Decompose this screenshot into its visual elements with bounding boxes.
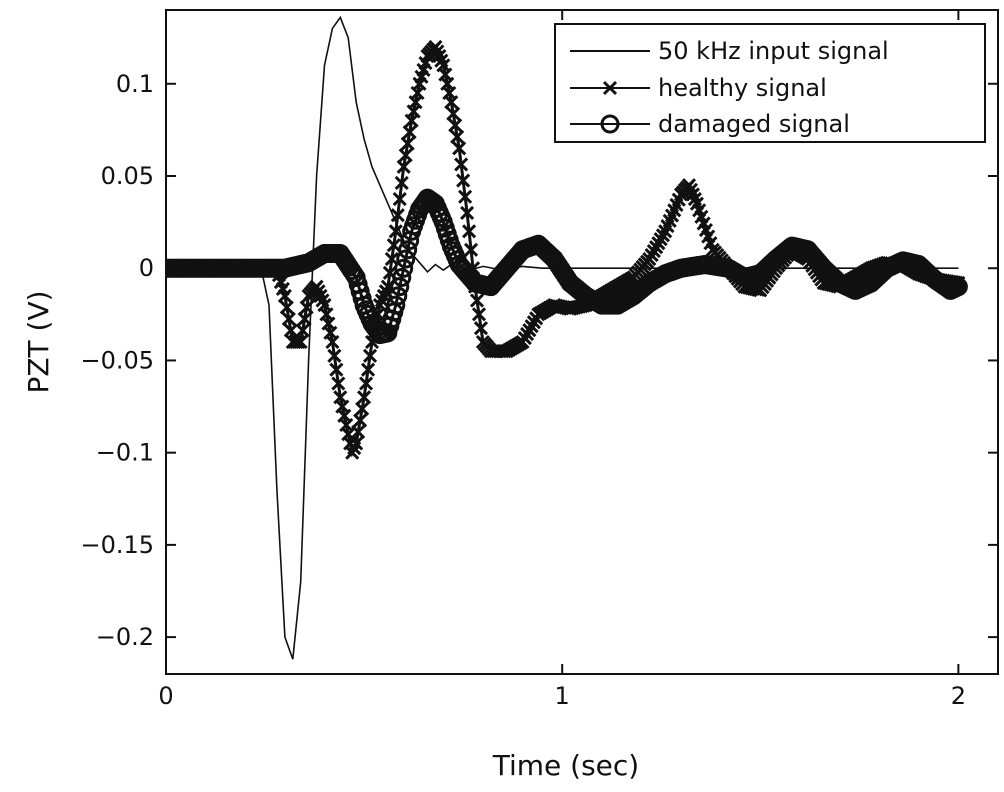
- series-marker: [390, 277, 410, 297]
- legend-marker: [602, 80, 618, 96]
- series-marker: [458, 189, 473, 204]
- y-tick-label: −0.1: [96, 439, 154, 467]
- series-marker: [460, 205, 475, 220]
- y-tick-label: −0.15: [80, 531, 154, 559]
- legend-label: healthy signal: [658, 74, 827, 102]
- series-marker: [948, 277, 968, 297]
- series-marker: [390, 208, 405, 223]
- series-marker: [462, 224, 477, 239]
- series-marker: [353, 413, 368, 428]
- series-marker: [469, 293, 485, 308]
- y-axis-label: PZT (V): [22, 290, 55, 393]
- series-marker: [473, 321, 489, 336]
- x-axis-label: Time (sec): [492, 749, 639, 782]
- series-marker: [392, 267, 412, 287]
- y-tick-label: 0: [139, 254, 154, 282]
- series-marker: [388, 224, 403, 239]
- legend-box: [554, 23, 986, 143]
- series-marker: [277, 288, 292, 303]
- y-tick-label: −0.05: [80, 346, 154, 374]
- series-marker: [444, 95, 459, 110]
- series-marker: [299, 300, 314, 315]
- series-marker: [279, 300, 294, 315]
- series-marker: [464, 242, 479, 257]
- x-tick-label: 2: [951, 682, 966, 710]
- series-marker: [388, 286, 408, 306]
- legend-marker: [600, 114, 620, 134]
- series-marker: [400, 136, 415, 151]
- series-marker: [386, 295, 406, 315]
- series-marker: [325, 334, 340, 350]
- series-marker: [331, 376, 346, 391]
- series-marker: [293, 334, 308, 350]
- series-marker: [349, 436, 364, 451]
- series-marker: [402, 125, 417, 140]
- x-axis: 0 1 2: [158, 10, 966, 710]
- legend-label: damaged signal: [658, 110, 850, 138]
- series-marker: [386, 238, 401, 253]
- y-tick-label: −0.2: [96, 623, 154, 651]
- x-tick-label: 0: [158, 682, 173, 710]
- series-marker: [396, 159, 411, 174]
- series-marker: [448, 118, 463, 133]
- series-marker: [398, 148, 413, 163]
- series-marker: [283, 323, 298, 338]
- legend-item: damaged signal: [570, 110, 850, 138]
- y-axis: 0.1 0.05 0 −0.05 −0.1 −0.15 −0.2: [80, 70, 998, 651]
- series-marker: [351, 424, 366, 439]
- y-tick-label: 0.1: [116, 70, 154, 98]
- legend-label: 50 kHz input signal: [658, 37, 889, 65]
- series-marker: [360, 362, 376, 377]
- legend-item: healthy signal: [570, 74, 827, 102]
- series-marker: [394, 175, 409, 190]
- plot-area-frame: [165, 9, 999, 675]
- series-marker: [450, 129, 465, 144]
- series-marker: [355, 401, 370, 416]
- series-marker: [446, 106, 461, 121]
- series-marker: [357, 390, 372, 405]
- legend: 50 kHz input signal healthy signal damaged…: [554, 23, 986, 143]
- series-3: [166, 188, 968, 345]
- x-tick-label: 1: [555, 682, 570, 710]
- y-tick-label: 0.05: [101, 162, 154, 190]
- series-marker: [327, 348, 342, 363]
- series-marker: [362, 348, 378, 363]
- series-marker: [471, 307, 487, 322]
- series-marker: [394, 258, 414, 278]
- series-marker: [359, 376, 374, 391]
- series-layer: [166, 15, 968, 660]
- series-marker: [295, 323, 310, 338]
- series-marker: [297, 311, 312, 327]
- series-marker: [398, 240, 418, 260]
- series-marker: [454, 157, 469, 172]
- series-marker: [452, 141, 467, 156]
- series-marker: [396, 249, 416, 269]
- legend-item: 50 kHz input signal: [570, 37, 889, 65]
- series-marker: [281, 311, 296, 327]
- series-marker: [392, 191, 407, 207]
- series-marker: [456, 173, 471, 188]
- series-marker: [329, 362, 344, 377]
